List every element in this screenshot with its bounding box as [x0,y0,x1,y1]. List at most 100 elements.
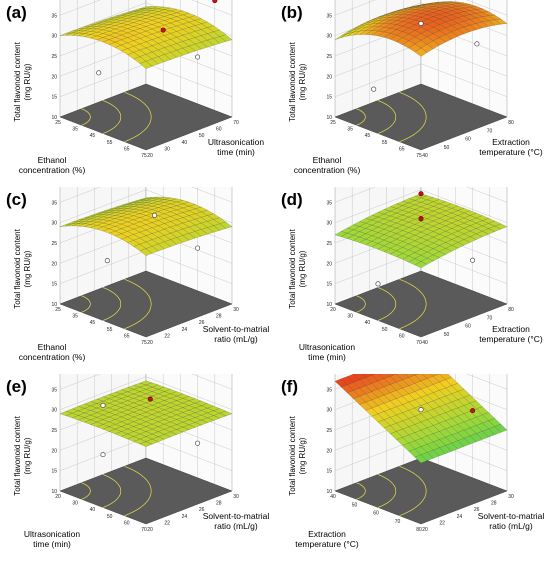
x-axis-title: Ultrasonication [24,529,80,539]
x-tick-label: 40 [90,507,96,513]
y-tick-label: 28 [216,501,222,507]
panel-b: 101520253035402535455565754050607080Etha… [275,0,550,187]
y-tick-label: 24 [457,514,463,520]
z-tick-label: 15 [51,469,57,475]
y-axis-ticks: 20 30 40 50 60 70 [147,120,239,159]
x-tick-label: 20 [55,494,61,500]
y-axis-title: ratio (mL/g) [489,521,533,531]
y-axis-title: time (min) [217,147,255,157]
surface-plot-e: 10152025303540203040506070202224262830Ul… [6,374,269,549]
y-tick-label: 24 [182,514,188,520]
data-point [160,27,166,33]
contour-line [377,474,397,508]
x-tick-label: 25 [55,307,61,313]
data-point [100,452,106,458]
x-axis-ticks: 25 35 45 55 65 75 [330,120,422,159]
y-axis-ticks: 20 22 24 26 28 30 [147,307,239,346]
wall-gridline [59,376,233,410]
y-axis-title: Extraction [492,324,530,334]
z-tick-label: 30 [51,34,57,40]
x-tick-label: 60 [373,511,379,517]
x-tick-label: 25 [55,120,61,126]
x-tick-label: 35 [72,314,78,320]
z-tick-label: 10 [51,115,57,121]
x-tick-label: 50 [352,502,358,508]
y-tick-label: 26 [474,507,480,513]
x-tick-label: 55 [107,140,113,146]
y-tick-label: 40 [422,340,428,346]
z-tick-label: 35 [51,200,57,206]
y-tick-label: 22 [439,520,445,526]
z-tick-label: 20 [326,74,332,80]
z-axis-title: Total flavonoid content [288,41,297,121]
floor-contours [81,278,152,330]
y-tick-label: 24 [182,327,188,333]
surface-cell [139,61,153,69]
x-tick-label: 45 [365,133,371,139]
y-axis-title: Solvent-to-matrial [478,511,545,521]
z-tick-label: 25 [326,428,332,434]
y-tick-label: 30 [508,494,514,500]
x-tick-label: 75 [141,153,147,159]
panel-label: (a) [6,3,27,22]
z-axis-title: Total flavonoid content [13,228,22,308]
x-axis-title: Extraction [308,529,346,539]
x-tick-label: 65 [124,333,130,339]
data-point [96,70,102,76]
z-axis-title: Total flavonoid content [13,41,22,121]
z-tick-label: 25 [326,54,332,60]
design-points [104,212,201,264]
z-axis-unit: (mg RU/g) [23,63,32,100]
contour-line [124,91,152,143]
y-tick-label: 40 [422,153,428,159]
response-surface [59,6,233,69]
contour-line [377,287,397,321]
y-axis-ticks: 40 50 60 70 80 [422,120,514,159]
z-tick-label: 10 [326,302,332,308]
response-surface [334,1,508,57]
contour-line [124,278,152,330]
contour-line [124,465,152,517]
z-axis-title: Total flavonoid content [13,415,22,495]
y-tick-label: 30 [233,307,239,313]
y-axis-title: Solvent-to-matrial [203,324,270,334]
contour-line [81,295,91,313]
y-tick-label: 26 [199,320,205,326]
y-tick-label: 20 [422,527,428,533]
wall-gridline [59,187,233,203]
z-tick-label: 10 [51,302,57,308]
data-point [474,41,480,47]
x-axis-title: time (min) [33,539,71,549]
wall-gridline [334,187,508,203]
z-tick-label: 35 [326,387,332,393]
z-tick-label: 35 [326,13,332,19]
y-tick-label: 28 [216,314,222,320]
z-tick-label: 35 [326,200,332,206]
data-point [152,212,158,218]
response-surface [59,196,233,256]
z-tick-label: 15 [326,469,332,475]
y-axis-ticks: 20 22 24 26 28 30 [422,494,514,533]
floor-contours [81,91,152,143]
x-axis-title: concentration (%) [294,165,361,175]
panel-label: (c) [6,190,27,209]
design-points [96,0,218,76]
contour-line [102,287,122,321]
y-axis-title: temperature (°C) [479,147,543,157]
x-tick-label: 65 [124,146,130,152]
x-axis-ticks: 25 35 45 55 65 75 [55,120,147,159]
x-axis-title: concentration (%) [19,352,86,362]
surface-plot-c: 10152025303540253545556575202224262830Et… [6,187,270,362]
z-tick-label: 15 [51,282,57,288]
panel-label: (f) [281,377,298,396]
x-axis-title: Ethanol [313,155,342,165]
z-axis-unit: (mg RU/g) [298,250,307,287]
panel-label: (d) [281,190,303,209]
y-axis-ticks: 40 50 60 70 80 [422,307,514,346]
panel-c: 10152025303540253545556575202224262830Et… [0,187,275,374]
z-tick-label: 25 [51,428,57,434]
